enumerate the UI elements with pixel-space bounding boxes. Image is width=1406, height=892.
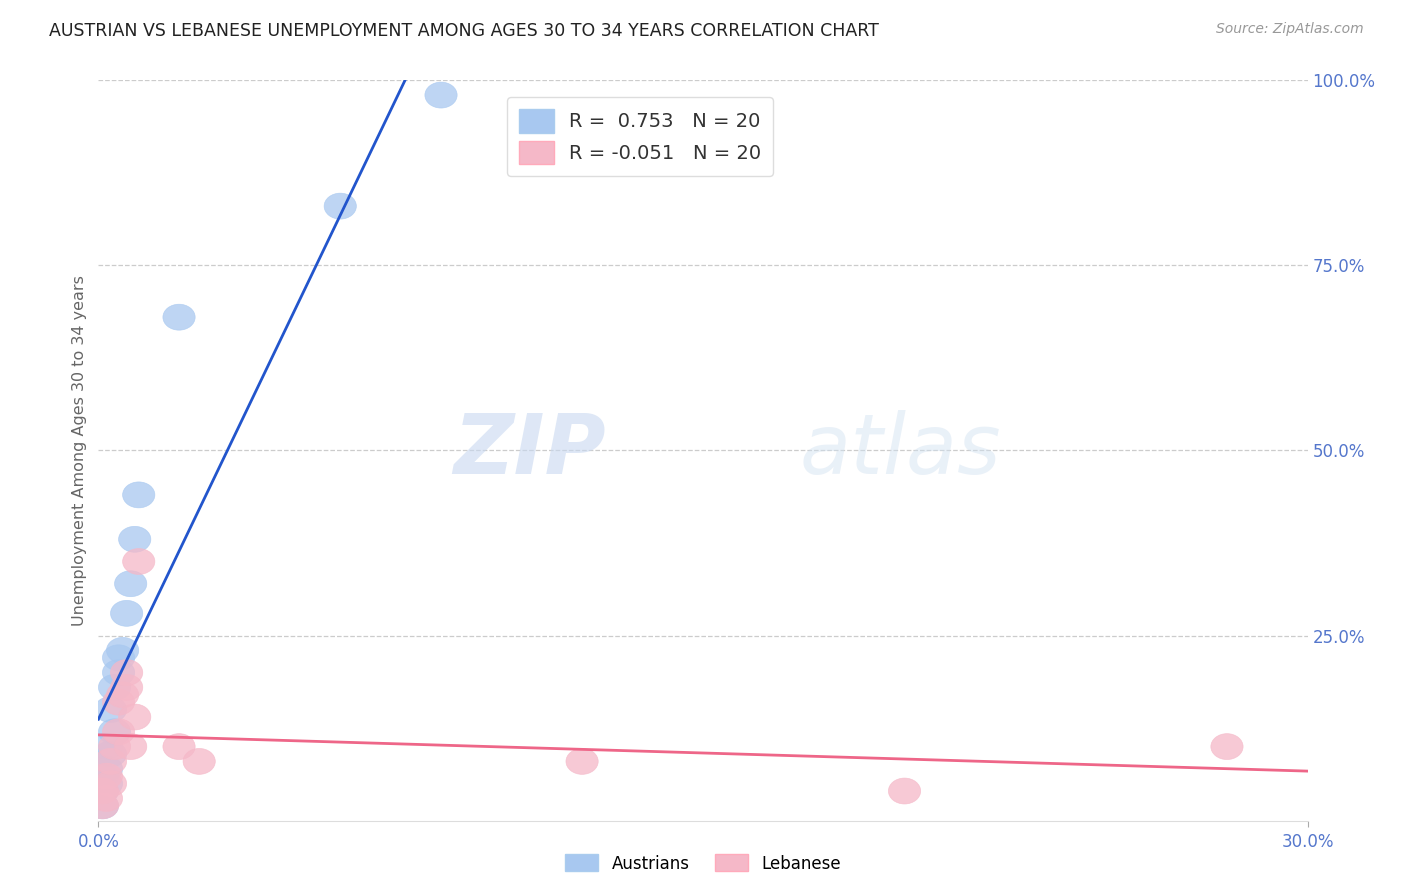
Ellipse shape (98, 733, 131, 760)
Ellipse shape (111, 600, 143, 626)
Ellipse shape (114, 733, 146, 760)
Ellipse shape (163, 304, 195, 330)
Ellipse shape (90, 733, 122, 760)
Ellipse shape (90, 756, 122, 781)
Ellipse shape (118, 526, 150, 552)
Ellipse shape (94, 741, 127, 767)
Ellipse shape (94, 748, 127, 774)
Text: ZIP: ZIP (454, 410, 606, 491)
Ellipse shape (103, 719, 135, 745)
Ellipse shape (111, 674, 143, 700)
Ellipse shape (90, 786, 122, 812)
Ellipse shape (567, 748, 598, 774)
Text: AUSTRIAN VS LEBANESE UNEMPLOYMENT AMONG AGES 30 TO 34 YEARS CORRELATION CHART: AUSTRIAN VS LEBANESE UNEMPLOYMENT AMONG … (49, 22, 879, 40)
Ellipse shape (86, 764, 118, 789)
Ellipse shape (86, 778, 118, 804)
Ellipse shape (425, 82, 457, 108)
Ellipse shape (86, 793, 118, 819)
Ellipse shape (163, 733, 195, 760)
Ellipse shape (107, 638, 139, 664)
Ellipse shape (86, 778, 118, 804)
Y-axis label: Unemployment Among Ages 30 to 34 years: Unemployment Among Ages 30 to 34 years (72, 275, 87, 626)
Legend: R =  0.753   N = 20, R = -0.051   N = 20: R = 0.753 N = 20, R = -0.051 N = 20 (508, 97, 773, 176)
Ellipse shape (1211, 733, 1243, 760)
Ellipse shape (107, 681, 139, 707)
Ellipse shape (90, 771, 122, 797)
Ellipse shape (98, 674, 131, 700)
Ellipse shape (114, 571, 146, 597)
Ellipse shape (122, 482, 155, 508)
Ellipse shape (122, 549, 155, 574)
Ellipse shape (103, 690, 135, 715)
Ellipse shape (98, 719, 131, 745)
Ellipse shape (118, 704, 150, 730)
Ellipse shape (889, 778, 921, 804)
Text: atlas: atlas (800, 410, 1001, 491)
Ellipse shape (94, 697, 127, 723)
Legend: Austrians, Lebanese: Austrians, Lebanese (558, 847, 848, 880)
Ellipse shape (94, 771, 127, 797)
Ellipse shape (111, 659, 143, 686)
Ellipse shape (103, 659, 135, 686)
Ellipse shape (183, 748, 215, 774)
Ellipse shape (325, 194, 356, 219)
Ellipse shape (90, 764, 122, 789)
Ellipse shape (103, 645, 135, 671)
Ellipse shape (86, 793, 118, 819)
Text: Source: ZipAtlas.com: Source: ZipAtlas.com (1216, 22, 1364, 37)
